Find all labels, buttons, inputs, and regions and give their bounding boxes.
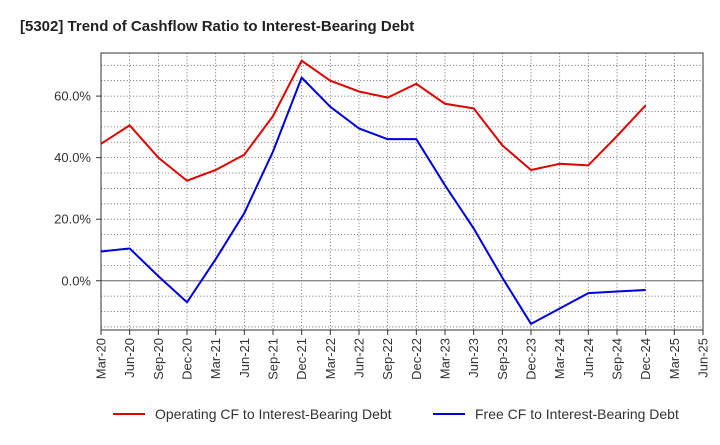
axis-layer: 0.0% 20.0% 40.0% 60.0% Mar-20 Jun-20 Sep-20 Dec… <box>54 52 711 380</box>
y-tick-label: 60.0% <box>54 89 91 104</box>
grid-layer <box>100 53 704 330</box>
x-tick-label: Dec-24 <box>638 338 653 380</box>
x-tick-label: Sep-21 <box>266 338 281 380</box>
legend: Operating CF to Interest-Bearing Debt Fr… <box>113 406 679 422</box>
x-tick-label: Mar-22 <box>323 338 338 379</box>
chart-title: [5302] Trend of Cashflow Ratio to Intere… <box>20 18 414 35</box>
x-tick-label: Sep-20 <box>151 338 166 380</box>
plot-area <box>101 53 703 330</box>
legend-label-operating-cf: Operating CF to Interest-Bearing Debt <box>155 406 392 422</box>
x-tick-label: Mar-23 <box>438 338 453 379</box>
y-tick-label: 40.0% <box>54 150 91 165</box>
series-line-0 <box>100 59 647 182</box>
plot-frame <box>100 52 704 331</box>
x-tick-label: Jun-22 <box>352 338 367 378</box>
x-tick-label: Jun-25 <box>696 338 711 378</box>
x-tick-label: Mar-21 <box>208 338 223 379</box>
x-tick-label: Dec-23 <box>524 338 539 380</box>
y-tick-label: 20.0% <box>54 212 91 227</box>
x-tick-label: Dec-22 <box>409 338 424 380</box>
series-line-1 <box>100 76 646 325</box>
x-tick-label: Mar-20 <box>94 338 109 379</box>
x-tick-label: Sep-24 <box>610 338 625 380</box>
x-tick-label: Sep-23 <box>495 338 510 380</box>
x-tick-label: Jun-23 <box>466 338 481 378</box>
x-tick-label: Sep-22 <box>380 338 395 380</box>
x-tick-label: Mar-25 <box>667 338 682 379</box>
x-tick-label: Jun-20 <box>122 338 137 378</box>
x-tick-label: Dec-20 <box>180 338 195 380</box>
series-layer <box>100 59 647 325</box>
x-tick-label: Dec-21 <box>294 338 309 380</box>
x-tick-label: Jun-21 <box>237 338 252 378</box>
legend-label-free-cf: Free CF to Interest-Bearing Debt <box>475 406 679 422</box>
x-tick-label: Mar-24 <box>552 338 567 379</box>
y-tick-label: 0.0% <box>61 273 91 288</box>
x-tick-label: Jun-24 <box>581 338 596 378</box>
